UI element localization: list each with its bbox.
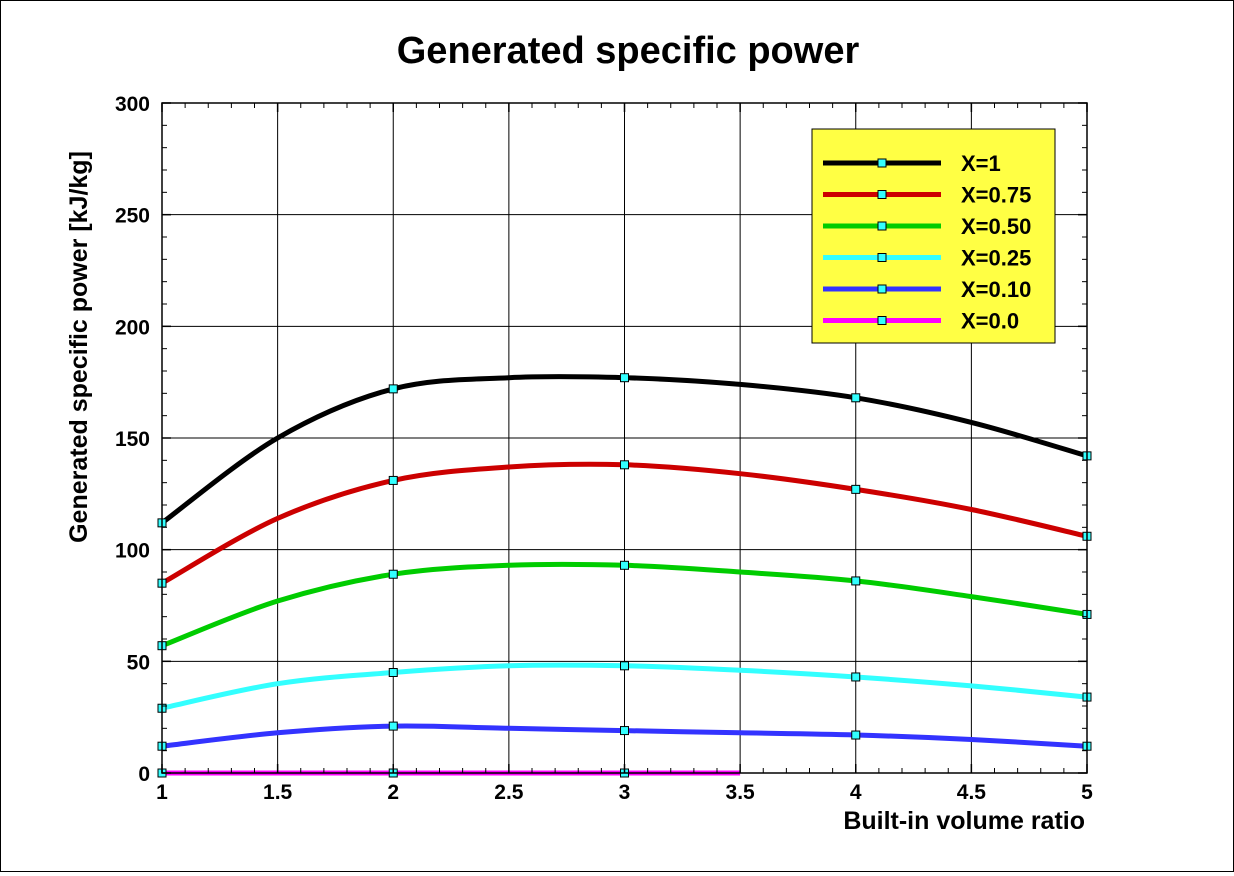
data-point: [851, 484, 861, 494]
x-tick-label: 3.5: [726, 781, 756, 804]
y-tick-label: 200: [115, 316, 150, 339]
data-point: [620, 460, 629, 470]
x-tick-label: 4.5: [957, 781, 987, 804]
data-point: [620, 726, 629, 736]
y-axis: 0 50 100 150 200 250 300: [115, 93, 1087, 786]
x-axis-label: Built-in volume ratio: [843, 807, 1085, 835]
x-tick-label: 1.5: [263, 781, 293, 804]
data-point: [388, 668, 398, 677]
x-tick-label: 2.5: [494, 781, 524, 804]
legend-marker: [877, 316, 887, 325]
legend-marker: [877, 284, 887, 294]
chart-title: Generated specific power: [397, 30, 860, 72]
legend-item: X=1: [823, 151, 1001, 176]
data-point: [620, 373, 629, 383]
x-tick-label: 4: [850, 781, 862, 804]
y-tick-label: 0: [138, 763, 150, 786]
x-tick-label: 5: [1081, 781, 1093, 804]
y-tick-label: 50: [127, 651, 150, 674]
y-axis-label: Generated specific power [kJ/kg]: [65, 151, 93, 543]
data-point: [620, 661, 629, 671]
legend-label: X=1: [961, 151, 1001, 176]
legend-item: X=0.75: [823, 183, 1031, 208]
legend-label: X=0.75: [961, 183, 1031, 208]
legend-item: X=0.0: [823, 309, 1019, 334]
data-point: [851, 730, 861, 740]
legend: X=1 X=0.75 X=0.50 X=0.25 X=0.10 X=0.0: [811, 128, 1056, 344]
legend-label: X=0.10: [961, 277, 1031, 302]
y-tick-label: 100: [115, 540, 150, 563]
x-tick-label: 1: [156, 781, 168, 804]
legend-item: X=0.10: [823, 277, 1031, 302]
data-point: [620, 560, 629, 570]
data-point: [851, 672, 861, 682]
x-tick-label: 2: [387, 781, 399, 804]
x-axis: 1 1.5 2 2.5 3 3.5 4 4.5 5: [156, 103, 1093, 804]
legend-label: X=0.0: [961, 309, 1019, 334]
legend-marker: [877, 221, 887, 231]
x-tick-label: 3: [619, 781, 631, 804]
data-point: [388, 384, 398, 394]
legend-item: X=0.50: [823, 214, 1031, 239]
legend-item: X=0.25: [823, 246, 1031, 271]
legend-label: X=0.50: [961, 214, 1031, 239]
legend-label: X=0.25: [961, 246, 1031, 271]
data-point: [851, 393, 861, 403]
legend-marker: [877, 253, 887, 262]
data-point: [388, 721, 398, 731]
y-tick-label: 150: [115, 428, 150, 451]
data-point: [851, 576, 861, 586]
legend-marker: [877, 190, 887, 199]
data-point: [388, 475, 398, 485]
y-tick-label: 250: [115, 205, 150, 228]
y-tick-label: 300: [115, 93, 150, 116]
legend-marker: [877, 158, 887, 168]
data-point: [388, 569, 398, 579]
